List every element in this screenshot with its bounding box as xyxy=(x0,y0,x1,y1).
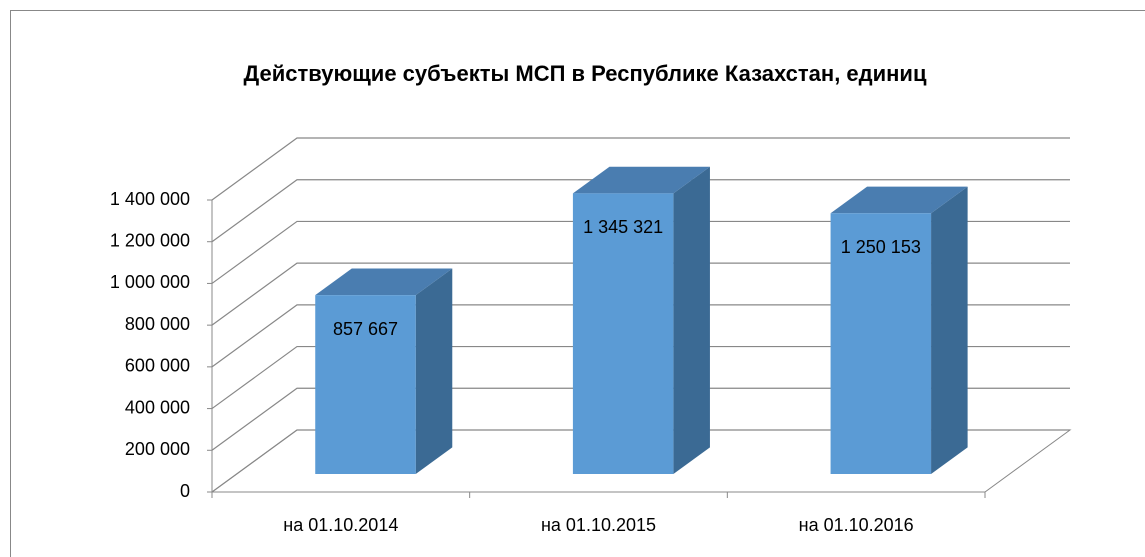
data-label: 1 250 153 xyxy=(841,237,921,257)
y-tick-label: 1 400 000 xyxy=(110,189,190,209)
grid-line xyxy=(211,179,1070,243)
bar-side xyxy=(931,186,968,475)
bar-side xyxy=(673,166,710,475)
chart-title: Действующие субъекты МСП в Республике Ка… xyxy=(244,61,927,86)
data-label: 857 667 xyxy=(333,319,398,339)
y-tick-label: 200 000 xyxy=(125,439,190,459)
grid-line xyxy=(211,387,1070,451)
bar-side xyxy=(415,268,453,475)
y-tick-label: 600 000 xyxy=(125,356,190,376)
y-tick-label: 1 200 000 xyxy=(110,230,190,250)
bar-top xyxy=(315,268,453,296)
bar xyxy=(830,213,932,475)
grid-line xyxy=(211,262,1070,326)
y-tick-label: 0 xyxy=(180,481,190,501)
grid-line xyxy=(211,304,1070,368)
grid-line xyxy=(211,137,1070,201)
bar-top xyxy=(572,166,710,194)
grid-line xyxy=(211,345,1070,410)
bar-top xyxy=(830,186,968,214)
grid-line xyxy=(211,220,1070,284)
bar xyxy=(315,295,416,475)
y-tick-label: 400 000 xyxy=(125,397,190,417)
x-tick-label: на 01.10.2015 xyxy=(541,515,656,535)
y-tick-label: 1 000 000 xyxy=(110,272,190,292)
x-tick-label: на 01.10.2016 xyxy=(799,515,914,535)
grid-line xyxy=(211,429,1070,493)
x-tick-label: на 01.10.2014 xyxy=(283,515,398,535)
data-label: 1 345 321 xyxy=(583,217,663,237)
y-tick-label: 800 000 xyxy=(125,314,190,334)
bar xyxy=(572,193,674,475)
